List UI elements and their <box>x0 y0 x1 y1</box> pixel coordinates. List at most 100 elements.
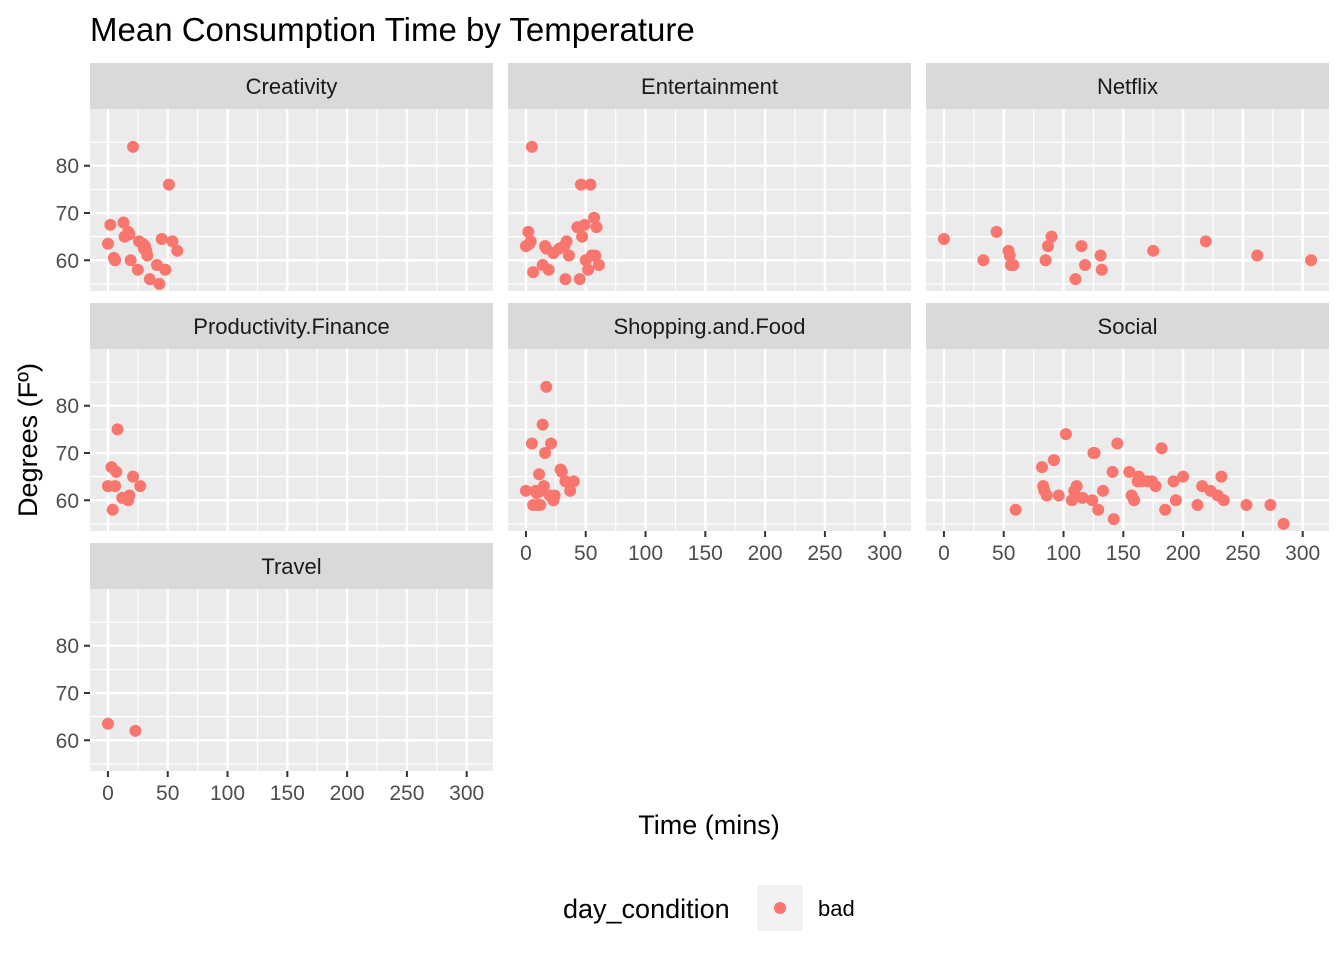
x-tick-label: 100 <box>210 782 245 805</box>
data-point <box>141 249 154 262</box>
data-point <box>111 423 124 436</box>
y-tick-label: 80 <box>56 395 79 418</box>
panel-background <box>508 349 911 531</box>
strip-background <box>90 63 493 109</box>
data-point <box>109 254 122 267</box>
data-point <box>1111 437 1124 450</box>
x-tick-label: 200 <box>330 782 365 805</box>
data-point <box>110 465 123 478</box>
data-point <box>522 225 535 238</box>
data-point <box>574 178 587 191</box>
data-point <box>536 418 549 431</box>
data-point <box>560 235 573 248</box>
data-point <box>1040 489 1053 502</box>
data-point <box>1149 480 1162 493</box>
data-point <box>1147 244 1160 257</box>
x-tick-label: 0 <box>520 542 532 565</box>
strip-label: Travel <box>261 554 321 579</box>
data-point <box>129 724 142 737</box>
panel-netflix: Netflix <box>926 63 1329 291</box>
strip-label: Creativity <box>246 74 338 99</box>
data-point <box>1059 428 1072 441</box>
data-point <box>1009 503 1022 516</box>
x-tick-label: 50 <box>156 782 179 805</box>
strip-background <box>926 303 1329 349</box>
data-point <box>1088 447 1101 459</box>
data-point <box>1075 240 1088 253</box>
x-axis-title: Time (mins) <box>638 810 780 840</box>
legend: day_condition bad <box>563 885 855 931</box>
x-tick-label: 150 <box>1106 542 1141 565</box>
data-point <box>588 211 601 224</box>
data-point <box>525 437 538 450</box>
data-point <box>592 259 605 271</box>
data-point <box>143 273 156 286</box>
x-tick-label: 0 <box>938 542 950 565</box>
data-point <box>573 273 586 286</box>
data-point <box>123 228 136 241</box>
data-point <box>1047 454 1060 467</box>
data-point <box>127 470 140 483</box>
x-tick-label: 100 <box>1046 542 1081 565</box>
strip-label: Entertainment <box>641 74 778 99</box>
data-point <box>1041 240 1054 253</box>
data-point <box>578 218 591 231</box>
panel-social: Social 0 50 100 150 200 250 300 <box>926 303 1329 565</box>
data-point <box>542 263 555 276</box>
data-point <box>559 475 572 488</box>
data-point <box>1079 259 1092 271</box>
y-tick-label: 70 <box>56 443 79 466</box>
strip-label: Social <box>1098 314 1158 339</box>
data-point <box>1007 259 1020 271</box>
data-point <box>937 233 950 245</box>
data-point <box>1155 442 1168 455</box>
data-point <box>589 249 602 262</box>
x-tick-label: 100 <box>628 542 663 565</box>
data-point <box>555 465 568 478</box>
strip-label: Shopping.and.Food <box>613 314 805 339</box>
strip-background <box>926 63 1329 109</box>
x-tick-label: 0 <box>102 782 114 805</box>
legend-key-point <box>774 902 786 914</box>
data-point <box>159 263 172 276</box>
panel-shopping-and-food: Shopping.and.Food 0 50 100 150 200 250 300 <box>508 303 911 565</box>
data-point <box>1070 480 1083 493</box>
data-point <box>590 221 603 234</box>
x-tick-label: 200 <box>748 542 783 565</box>
data-point <box>1277 517 1290 530</box>
data-point <box>1086 494 1099 507</box>
data-point <box>545 437 558 450</box>
data-point <box>533 468 546 481</box>
x-tick-label: 250 <box>807 542 842 565</box>
x-tick-label: 150 <box>270 782 305 805</box>
x-tick-label: 250 <box>389 782 424 805</box>
data-point <box>539 447 552 459</box>
data-point <box>106 503 119 516</box>
data-point <box>540 380 553 393</box>
data-point <box>990 225 1003 238</box>
data-point <box>1217 494 1230 507</box>
data-point <box>1076 491 1089 504</box>
x-tick-label: 300 <box>867 542 902 565</box>
data-point <box>1177 470 1190 483</box>
data-point <box>1107 513 1120 526</box>
data-point <box>1264 499 1277 511</box>
data-point <box>101 237 114 250</box>
data-point <box>171 244 184 257</box>
legend-title: day_condition <box>563 894 730 924</box>
y-axis-title: Degrees (Fº) <box>13 363 43 517</box>
data-point <box>1045 230 1058 243</box>
data-point <box>155 233 168 245</box>
y-tick-label: 60 <box>56 250 79 273</box>
data-point <box>567 475 580 488</box>
data-point <box>131 263 144 276</box>
y-tick-label: 80 <box>56 155 79 178</box>
data-point <box>1167 475 1180 488</box>
strip-background <box>508 303 911 349</box>
data-point <box>1095 263 1108 276</box>
data-point <box>109 480 122 493</box>
data-point <box>1094 249 1107 262</box>
data-point <box>1052 489 1065 502</box>
strip-label: Productivity.Finance <box>193 314 389 339</box>
